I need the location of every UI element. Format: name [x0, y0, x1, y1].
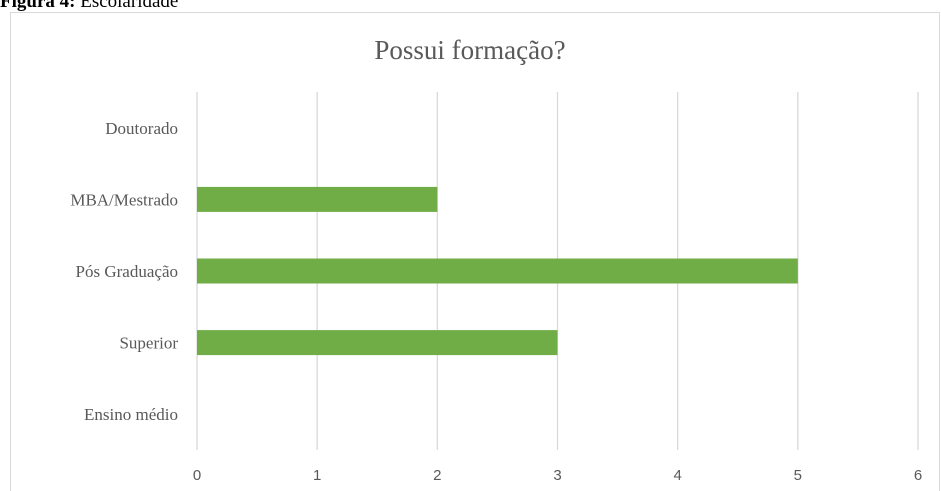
bar	[197, 258, 798, 284]
x-tick-label: 3	[553, 467, 561, 484]
chart-frame	[10, 12, 940, 491]
caption-label: Figura 4:	[0, 0, 75, 12]
x-tick-label: 6	[914, 467, 922, 484]
caption: Figura 4: Escolaridade	[0, 0, 178, 12]
x-tick-label: 5	[794, 467, 802, 484]
x-tick-label: 0	[193, 467, 201, 484]
y-tick-label: MBA/Mestrado	[70, 190, 178, 209]
x-tick-label: 4	[673, 467, 681, 484]
y-tick-label: Ensino médio	[84, 405, 178, 424]
bar	[197, 186, 438, 212]
y-tick-label: Superior	[119, 334, 178, 353]
x-tick-label: 2	[433, 467, 441, 484]
caption-text: Escolaridade	[80, 0, 178, 12]
y-tick-label: Pós Graduação	[76, 262, 178, 281]
x-tick-label: 1	[313, 467, 321, 484]
y-tick-label: Doutorado	[105, 119, 178, 138]
chart-title: Possui formação?	[374, 35, 565, 65]
bar	[197, 330, 558, 356]
